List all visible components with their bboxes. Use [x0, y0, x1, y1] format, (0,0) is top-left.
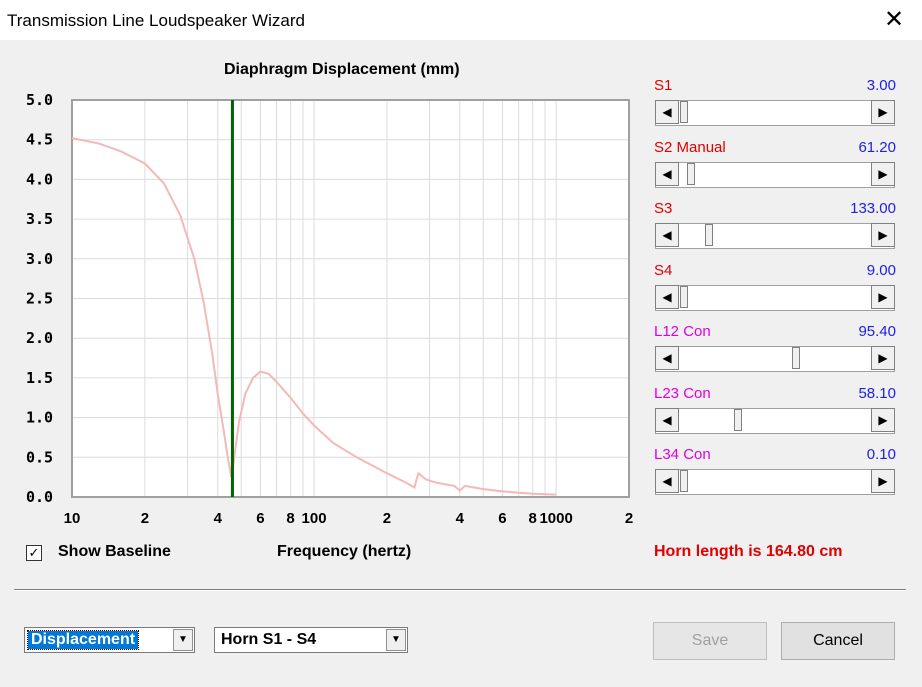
scrollbar-thumb[interactable]	[687, 162, 696, 185]
chevron-down-icon[interactable]: ▼	[386, 629, 406, 651]
slider-value: 133.00	[850, 200, 896, 217]
x-tick-label: 10	[64, 510, 81, 527]
slider-value: 95.40	[858, 323, 896, 340]
arrow-right-icon[interactable]: ▶	[871, 161, 895, 186]
horn-select[interactable]: Horn S1 - S4 ▼	[214, 627, 408, 653]
scrollbar-thumb[interactable]	[680, 285, 688, 308]
x-tick-label: 8	[529, 510, 537, 527]
chart-title: Diaphragm Displacement (mm)	[224, 61, 460, 78]
slider-scrollbar[interactable]: ◀ ▶	[655, 346, 895, 372]
scrollbar-thumb[interactable]	[680, 101, 688, 123]
plot-border	[71, 99, 630, 498]
scrollbar-track[interactable]	[655, 346, 895, 372]
x-tick-label: 4	[456, 510, 465, 527]
slider-value: 61.20	[858, 138, 896, 156]
displacement-chart: 0.00.51.01.52.02.53.03.54.04.55.010 2 4 6 8 1…	[26, 91, 633, 527]
save-button[interactable]: Save	[653, 622, 767, 660]
y-tick-label: 0.5	[26, 448, 53, 466]
x-tick-label: 2	[141, 510, 149, 527]
arrow-left-icon[interactable]: ◀	[655, 469, 679, 493]
slider-label: S3	[654, 200, 673, 217]
y-tick-label: 3.0	[26, 250, 53, 268]
x-axis-label: Frequency (hertz)	[277, 543, 412, 560]
x-tick-label: 8	[286, 510, 294, 527]
scrollbar-track[interactable]	[655, 407, 895, 434]
arrow-right-icon[interactable]: ▶	[871, 346, 895, 370]
y-tick-label: 0.0	[26, 488, 53, 506]
slider-value: 58.10	[858, 384, 896, 402]
separator	[14, 589, 906, 591]
slider-label: L34 Con	[654, 446, 711, 463]
slider-scrollbar[interactable]: ◀ ▶	[655, 161, 895, 188]
view-select-value: Displacement	[26, 630, 140, 650]
x-tick-label: 6	[256, 510, 264, 527]
y-tick-label: 2.0	[26, 329, 53, 347]
scrollbar-thumb[interactable]	[791, 347, 800, 369]
title-bar: Transmission Line Loudspeaker Wizard ✕	[0, 0, 922, 40]
horn-length-text: Horn length is 164.80 cm	[654, 543, 843, 560]
scrollbar-track[interactable]	[655, 100, 895, 126]
arrow-right-icon[interactable]: ▶	[871, 469, 895, 493]
x-tick-label: 2	[625, 510, 633, 527]
arrow-left-icon[interactable]: ◀	[655, 100, 679, 124]
slider-label: S2 Manual	[654, 138, 726, 156]
y-tick-label: 1.0	[26, 409, 53, 427]
y-tick-label: 4.0	[26, 170, 53, 188]
y-tick-label: 5.0	[26, 91, 53, 109]
y-tick-label: 3.5	[26, 210, 53, 228]
chevron-down-icon[interactable]: ▼	[173, 629, 193, 651]
y-tick-label: 4.5	[26, 131, 53, 149]
slider-scrollbar[interactable]: ◀ ▶	[655, 407, 895, 434]
show-baseline-label[interactable]: Show Baseline	[58, 543, 171, 560]
x-tick-label: 4	[214, 510, 223, 527]
scrollbar-thumb[interactable]	[680, 470, 688, 492]
arrow-left-icon[interactable]: ◀	[655, 284, 679, 309]
slider-scrollbar[interactable]: ◀ ▶	[655, 284, 895, 311]
arrow-left-icon[interactable]: ◀	[655, 407, 679, 432]
arrow-right-icon[interactable]: ▶	[871, 223, 895, 247]
arrow-right-icon[interactable]: ▶	[871, 284, 895, 309]
horn-select-value: Horn S1 - S4	[221, 631, 317, 648]
x-tick-label: 100	[302, 510, 327, 527]
y-tick-label: 1.5	[26, 369, 53, 387]
slider-label: S1	[654, 77, 673, 94]
arrow-left-icon[interactable]: ◀	[655, 346, 679, 370]
scrollbar-track[interactable]	[655, 223, 895, 249]
slider-value: 0.10	[866, 446, 896, 463]
slider-label: L12 Con	[654, 323, 711, 340]
slider-scrollbar[interactable]: ◀ ▶	[655, 469, 895, 495]
scrollbar-thumb[interactable]	[705, 224, 714, 246]
slider-value: 9.00	[866, 261, 896, 279]
scrollbar-thumb[interactable]	[734, 408, 742, 431]
x-tick-label: 2	[383, 510, 391, 527]
close-icon[interactable]: ✕	[883, 6, 905, 33]
window-title: Transmission Line Loudspeaker Wizard	[7, 11, 305, 30]
arrow-left-icon[interactable]: ◀	[655, 161, 679, 186]
show-baseline-checkbox[interactable]: ✓	[26, 545, 42, 561]
slider-scrollbar[interactable]: ◀ ▶	[655, 100, 895, 126]
arrow-right-icon[interactable]: ▶	[871, 407, 895, 432]
arrow-right-icon[interactable]: ▶	[871, 100, 895, 124]
view-select[interactable]: Displacement ▼	[24, 627, 195, 653]
arrow-left-icon[interactable]: ◀	[655, 223, 679, 247]
scrollbar-track[interactable]	[655, 469, 895, 495]
slider-label: L23 Con	[654, 384, 711, 402]
x-tick-label: 1000	[539, 510, 572, 527]
displacement-series-line	[71, 137, 557, 496]
cancel-button[interactable]: Cancel	[781, 622, 895, 660]
slider-scrollbar[interactable]: ◀ ▶	[655, 223, 895, 249]
slider-label: S4	[654, 261, 673, 279]
x-tick-label: 6	[498, 510, 506, 527]
scrollbar-track[interactable]	[655, 284, 895, 311]
y-tick-label: 2.5	[26, 290, 53, 308]
slider-value: 3.00	[866, 77, 896, 94]
